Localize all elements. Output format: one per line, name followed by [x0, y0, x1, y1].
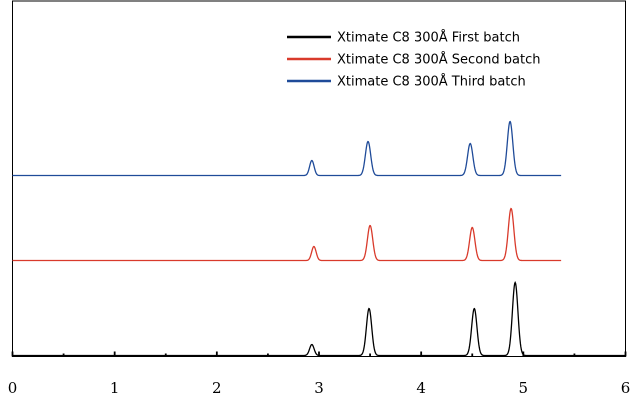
legend-label-3: Xtimate C8 300Å Third batch: [337, 74, 526, 90]
x-tick-label: 1: [110, 379, 120, 397]
series-line-3: [12, 120, 562, 177]
traces-group: [12, 120, 626, 357]
x-tick-label: 4: [416, 379, 426, 397]
legend-label-2: Xtimate C8 300Å Second batch: [337, 52, 540, 68]
series-line-1: [12, 281, 626, 357]
legend-label-1: Xtimate C8 300Å First batch: [337, 30, 520, 46]
x-tick-label: 6: [621, 379, 631, 397]
x-tick-label: 2: [212, 379, 222, 397]
x-tick-label: 3: [314, 379, 324, 397]
legend: Xtimate C8 300Å First batch Xtimate C8 30…: [287, 30, 540, 90]
x-tick-label: 0: [8, 379, 18, 397]
x-axis-tick-labels: 0 1 2 3 4 5 6: [8, 379, 631, 397]
x-tick-label: 5: [519, 379, 529, 397]
series-line-2: [12, 207, 562, 262]
x-axis-ticks: [11, 351, 627, 357]
